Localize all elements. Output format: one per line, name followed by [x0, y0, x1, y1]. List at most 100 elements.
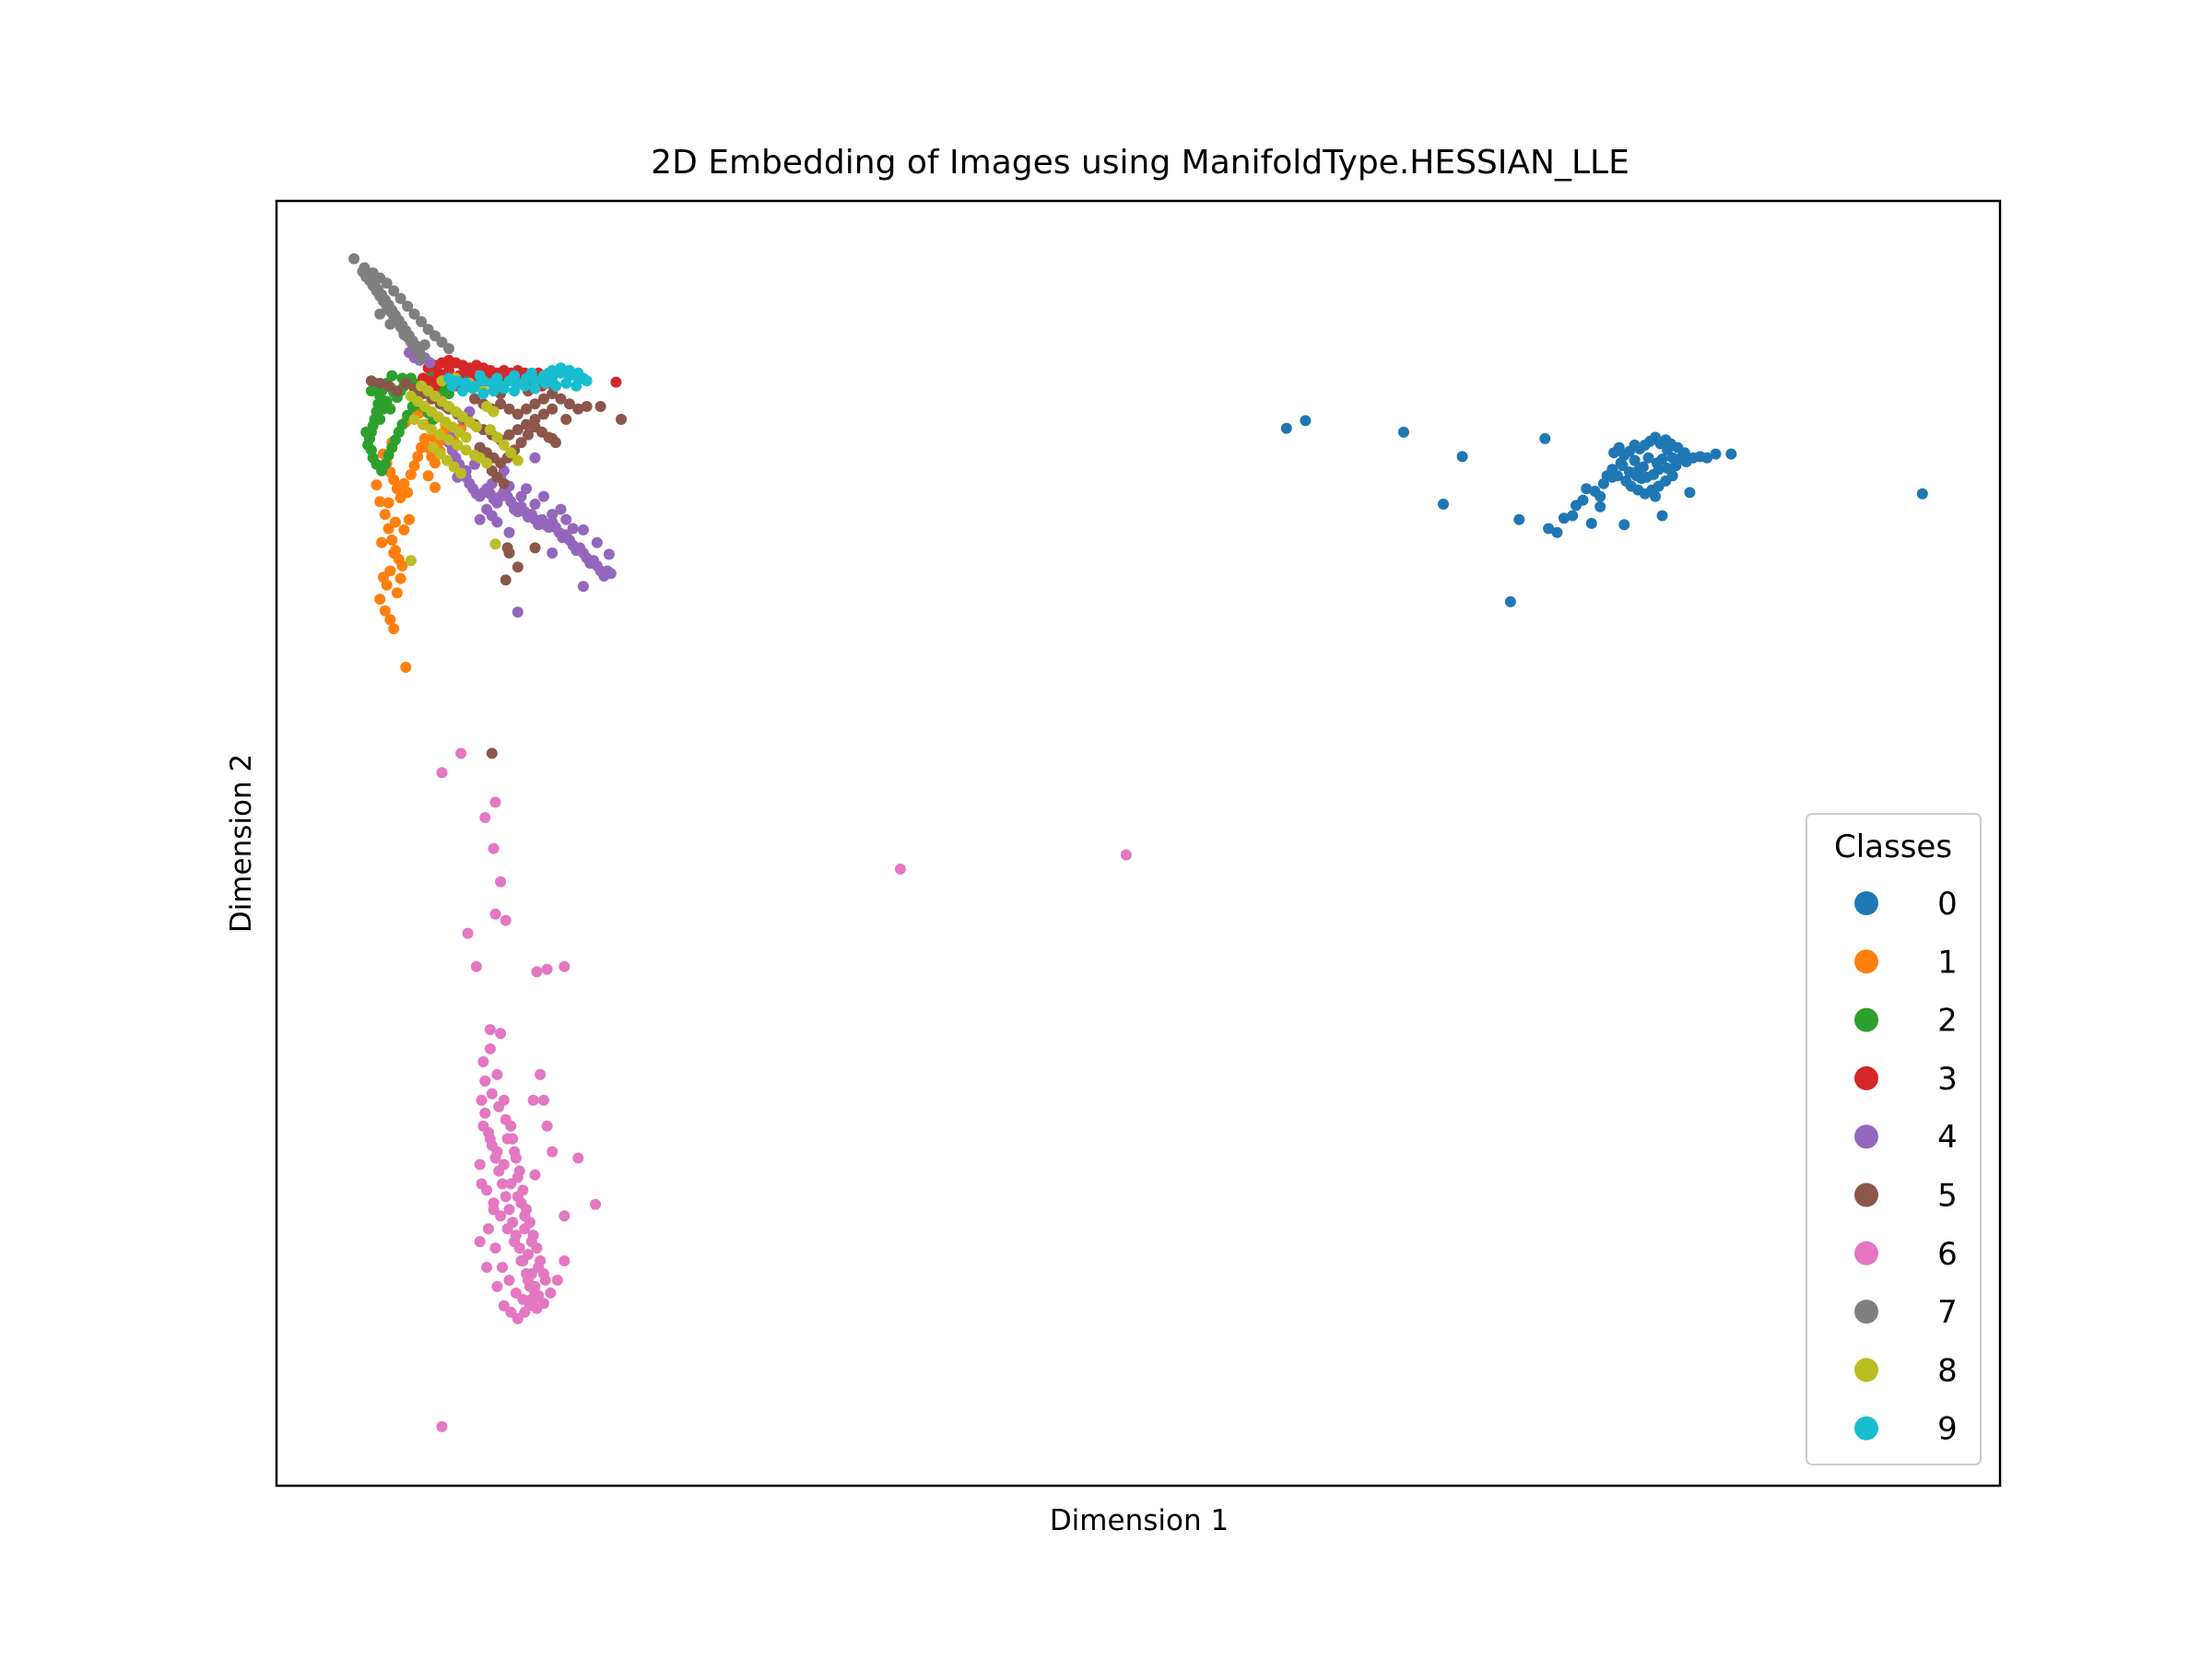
point-class-9-26 [539, 377, 551, 389]
legend-item-2: 2 [1854, 1003, 1958, 1040]
point-class-8-27 [434, 448, 446, 460]
point-class-0-72 [1594, 490, 1606, 502]
point-class-8-23 [452, 439, 464, 451]
point-class-6-29 [486, 1088, 498, 1100]
point-class-7-47 [443, 343, 454, 355]
point-class-6-76 [483, 1126, 494, 1138]
point-class-4-4 [424, 357, 436, 369]
point-class-6-91 [559, 1210, 571, 1222]
point-class-6-14 [462, 927, 474, 939]
point-class-6-78 [489, 1152, 501, 1164]
point-class-6-109 [525, 1293, 537, 1305]
data-points [348, 253, 1928, 1432]
point-class-8-19 [418, 418, 429, 430]
chart-title: 2D Embedding of Images using ManifoldTyp… [651, 144, 1630, 182]
point-class-5-58 [594, 401, 606, 412]
legend-item-5: 5 [1854, 1178, 1958, 1215]
point-class-3-48 [610, 376, 622, 388]
point-class-0-6 [1618, 519, 1630, 531]
point-class-7-50 [398, 329, 410, 340]
point-class-8-39 [489, 538, 501, 550]
point-class-4-87 [509, 503, 521, 515]
point-class-0-15 [1551, 526, 1563, 538]
point-class-6-100 [479, 1075, 491, 1087]
point-class-6-102 [481, 1262, 493, 1273]
point-class-0-5 [1594, 500, 1606, 512]
point-class-1-51 [374, 594, 386, 606]
point-class-9-39 [543, 367, 555, 379]
point-class-6-98 [572, 1152, 584, 1164]
point-class-7-0 [348, 253, 360, 265]
point-class-0-50 [1615, 457, 1627, 469]
point-class-5-54 [529, 542, 541, 554]
point-class-6-106 [505, 1306, 517, 1318]
point-class-1-52 [379, 605, 391, 617]
point-class-5-4 [400, 377, 412, 389]
point-class-9-17 [446, 380, 458, 392]
point-class-0-73 [1581, 483, 1593, 495]
point-class-7-49 [384, 318, 396, 330]
point-class-6-64 [497, 1262, 508, 1273]
point-class-2-47 [384, 403, 396, 415]
point-class-0-68 [1701, 452, 1713, 464]
x-axis-label: Dimension 1 [1050, 1504, 1229, 1537]
point-class-8-20 [426, 424, 438, 436]
point-class-6-8 [500, 914, 512, 926]
legend-item-9: 9 [1854, 1411, 1958, 1448]
point-class-0-4 [1539, 432, 1551, 444]
point-class-1-55 [400, 662, 412, 673]
point-class-0-75 [1650, 490, 1661, 502]
point-class-6-7 [489, 908, 501, 920]
point-class-6-60 [474, 1159, 486, 1171]
point-class-1-47 [398, 524, 410, 535]
point-class-6-13 [559, 960, 571, 972]
point-class-5-28 [521, 403, 533, 415]
legend-marker-4 [1854, 1124, 1878, 1149]
legend-label-8: 8 [1937, 1352, 1958, 1389]
point-class-6-9 [541, 963, 553, 975]
point-class-9-22 [498, 382, 510, 394]
point-class-5-33 [563, 398, 575, 410]
point-class-6-74 [476, 1094, 488, 1106]
point-class-6-77 [486, 1139, 498, 1151]
point-class-0-13 [1558, 512, 1570, 524]
point-class-7-39 [388, 285, 400, 297]
point-class-6-65 [503, 1275, 515, 1286]
point-class-6-17 [491, 1068, 503, 1080]
point-class-5-27 [512, 408, 524, 420]
point-class-6-34 [513, 1165, 525, 1177]
legend-item-7: 7 [1854, 1294, 1958, 1331]
point-class-6-86 [517, 1255, 529, 1266]
point-class-6-83 [507, 1217, 519, 1229]
point-class-7-51 [418, 339, 430, 351]
point-class-0-2 [1398, 426, 1409, 438]
point-class-8-22 [443, 434, 454, 446]
point-class-9-37 [509, 370, 521, 382]
point-class-6-81 [500, 1191, 512, 1203]
point-class-5-52 [503, 547, 515, 559]
legend-marker-1 [1854, 949, 1878, 974]
series-class-6 [436, 747, 1132, 1432]
legend-item-1: 1 [1854, 944, 1958, 981]
point-class-8-38 [405, 555, 417, 567]
point-class-6-5 [495, 876, 507, 888]
point-class-4-78 [529, 452, 541, 464]
point-class-2-37 [396, 418, 408, 430]
point-class-5-34 [572, 403, 584, 415]
point-class-4-64 [577, 524, 589, 535]
point-class-0-1 [1300, 415, 1312, 427]
point-class-4-80 [567, 523, 579, 535]
point-class-5-2 [382, 380, 394, 392]
point-class-6-63 [489, 1242, 501, 1254]
point-class-0-31 [1656, 453, 1668, 465]
point-class-5-20 [537, 408, 549, 420]
point-class-6-73 [559, 1255, 571, 1266]
point-class-0-8 [1456, 451, 1468, 463]
point-class-9-25 [529, 382, 541, 394]
point-class-1-48 [404, 513, 415, 525]
point-class-1-12 [418, 432, 430, 444]
point-class-7-35 [359, 262, 371, 274]
point-class-9-32 [563, 365, 575, 376]
point-class-6-88 [524, 1280, 535, 1292]
